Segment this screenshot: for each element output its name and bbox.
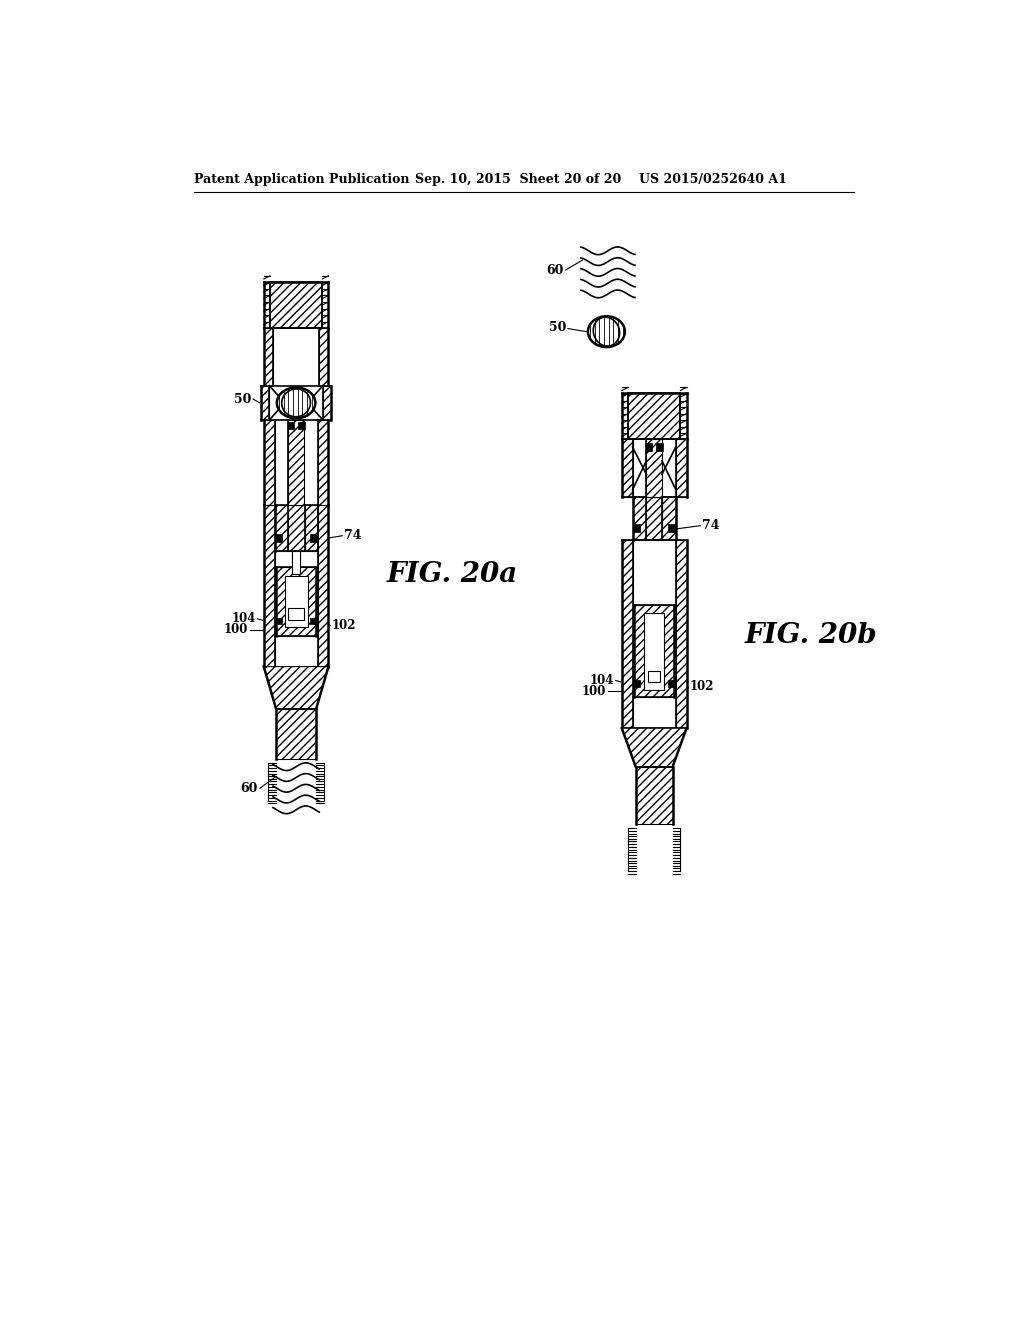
Bar — [288, 506, 304, 552]
Bar — [317, 506, 329, 667]
Bar — [310, 618, 316, 624]
Text: 104: 104 — [590, 675, 614, 686]
Bar — [289, 420, 304, 506]
Bar — [310, 535, 317, 543]
Text: 74: 74 — [344, 529, 361, 543]
Bar — [622, 440, 633, 498]
Bar — [289, 609, 304, 620]
Bar — [646, 440, 662, 498]
Bar — [274, 506, 288, 552]
Bar — [668, 524, 676, 532]
Text: 74: 74 — [701, 519, 720, 532]
Bar — [676, 440, 686, 498]
Bar — [656, 444, 663, 451]
Text: 102: 102 — [332, 619, 356, 631]
Text: 50: 50 — [549, 321, 566, 334]
Bar — [636, 767, 673, 825]
Bar — [319, 327, 329, 385]
Bar — [644, 612, 665, 689]
Ellipse shape — [588, 317, 625, 347]
Bar — [634, 681, 640, 686]
Bar — [264, 327, 273, 385]
Bar — [276, 618, 283, 624]
Bar — [276, 566, 316, 636]
Bar — [317, 420, 329, 506]
Text: 60: 60 — [546, 264, 563, 277]
Bar — [323, 385, 331, 420]
Polygon shape — [264, 667, 329, 709]
Text: 60: 60 — [241, 781, 258, 795]
Bar — [676, 540, 686, 729]
Text: US 2015/0252640 A1: US 2015/0252640 A1 — [639, 173, 786, 186]
Bar — [622, 540, 633, 729]
Text: 50: 50 — [234, 392, 252, 405]
Text: FIG. 20b: FIG. 20b — [745, 622, 878, 649]
Bar — [270, 281, 323, 327]
Bar — [288, 422, 294, 429]
Bar — [304, 506, 317, 552]
Text: 102: 102 — [689, 680, 714, 693]
Text: 104: 104 — [231, 612, 256, 626]
Bar — [646, 498, 662, 540]
Bar — [274, 535, 283, 543]
Bar — [628, 393, 680, 440]
Ellipse shape — [276, 388, 315, 418]
Text: Sep. 10, 2015  Sheet 20 of 20: Sep. 10, 2015 Sheet 20 of 20 — [416, 173, 622, 186]
Text: 100: 100 — [224, 623, 249, 636]
Polygon shape — [622, 729, 686, 767]
Bar — [285, 576, 307, 627]
Bar — [261, 385, 269, 420]
Bar — [633, 498, 646, 540]
Bar — [646, 444, 652, 451]
Text: 100: 100 — [582, 685, 606, 698]
Bar — [634, 605, 674, 697]
Bar — [648, 671, 660, 682]
Bar — [292, 552, 300, 574]
Bar — [298, 422, 304, 429]
Bar — [264, 506, 274, 667]
Bar — [276, 709, 316, 759]
Bar — [662, 498, 676, 540]
Text: FIG. 20a: FIG. 20a — [387, 561, 518, 587]
Bar — [668, 681, 674, 686]
Bar — [633, 524, 640, 532]
Bar — [264, 420, 274, 506]
Text: Patent Application Publication: Patent Application Publication — [195, 173, 410, 186]
